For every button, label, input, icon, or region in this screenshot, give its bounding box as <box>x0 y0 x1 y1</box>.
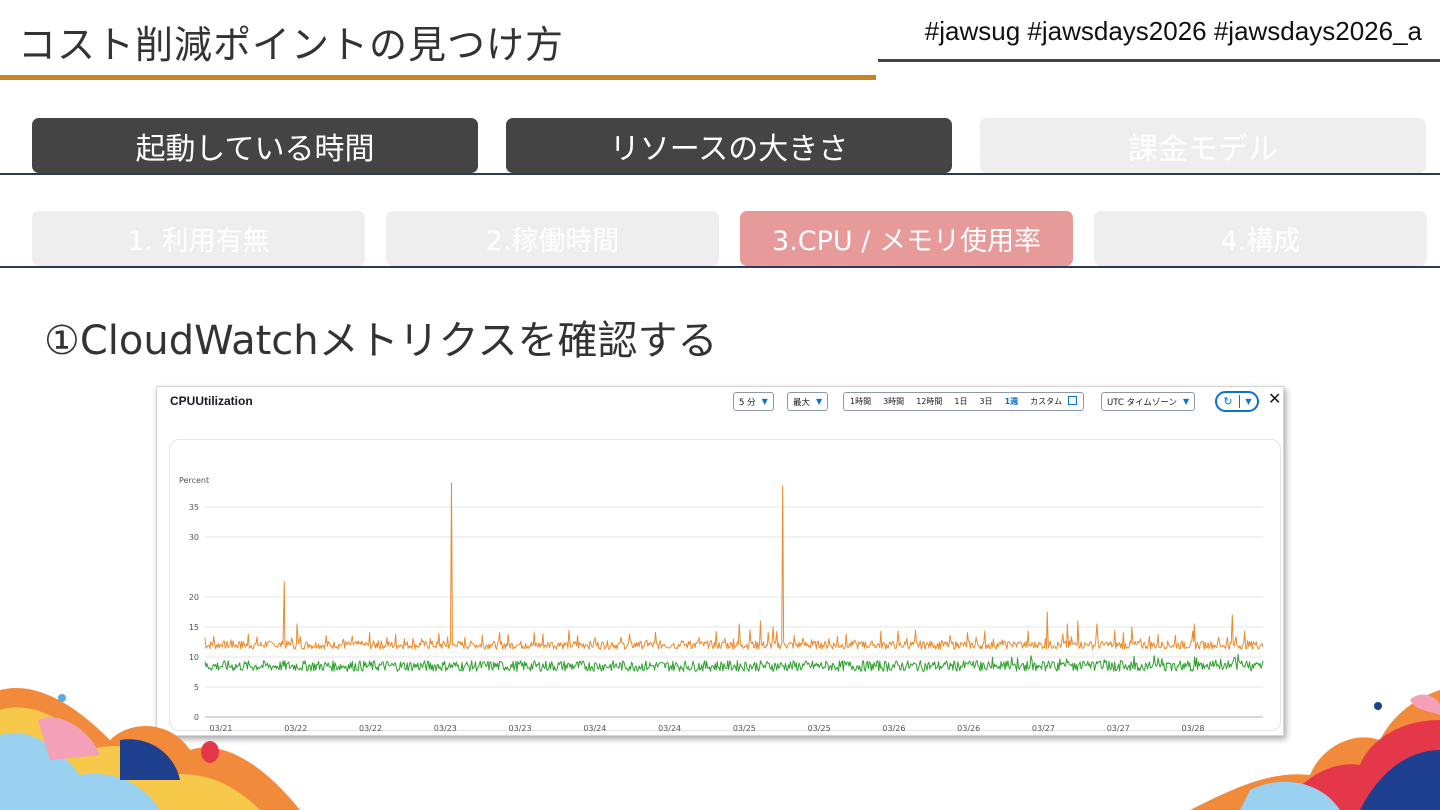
cpu-utilization-chart: 0 5 10 15 20 30 35 03/21 03/22 03/22 03/23 03/23 03/… <box>189 482 1264 733</box>
time-range-selector: 1時間 3時間 12時間 1日 3日 1週 カスタム <box>843 392 1085 411</box>
x-tick-label: 03/26 <box>957 724 980 733</box>
range-1h[interactable]: 1時間 <box>850 397 872 406</box>
y-axis-label: Percent <box>179 476 210 485</box>
x-tick-label: 03/23 <box>434 724 457 733</box>
chart-container <box>169 439 1281 731</box>
x-tick-label: 03/24 <box>583 724 606 733</box>
decorative-clouds-right <box>1190 690 1440 810</box>
timezone-value: UTC タイムゾーン <box>1107 397 1177 408</box>
x-tick-label: 03/25 <box>808 724 831 733</box>
calendar-icon[interactable] <box>1068 396 1083 407</box>
range-1w[interactable]: 1週 <box>1004 397 1019 406</box>
decorative-clouds-left <box>0 688 300 810</box>
y-tick-label: 10 <box>189 653 199 662</box>
y-tick-label: 35 <box>189 503 199 512</box>
hashtags: #jawsug #jawsdays2026 #jawsdays2026_a <box>924 16 1422 46</box>
subtab-runtime[interactable]: 2.稼働時間 <box>386 211 719 266</box>
refresh-options-icon[interactable]: ▼ <box>1245 397 1252 406</box>
y-tick-label: 20 <box>189 593 199 602</box>
custom-label: カスタム <box>1030 397 1063 406</box>
title-underline <box>0 75 876 80</box>
statistic-select[interactable]: 最大 ▼ <box>787 392 829 411</box>
y-tick-label: 15 <box>189 623 199 632</box>
tab-uptime[interactable]: 起動している時間 <box>32 118 478 173</box>
series-line-orange <box>204 482 1264 650</box>
close-icon[interactable]: ✕ <box>1268 389 1282 408</box>
range-3h[interactable]: 3時間 <box>883 397 905 406</box>
subtab-configuration[interactable]: 4.構成 <box>1094 211 1427 266</box>
slide-title: コスト削減ポイントの見つけ方 <box>18 23 565 67</box>
caret-down-icon: ▼ <box>1182 397 1190 406</box>
step-heading: ①CloudWatchメトリクスを確認する <box>44 318 718 364</box>
timezone-select[interactable]: UTC タイムゾーン ▼ <box>1101 392 1196 411</box>
period-value: 5 分 <box>739 397 756 408</box>
x-tick-label: 03/26 <box>882 724 905 733</box>
caret-down-icon: ▼ <box>761 397 768 406</box>
y-tick-label: 0 <box>194 713 199 722</box>
x-tick-label: 03/27 <box>1032 724 1055 733</box>
x-tick-label: 03/24 <box>658 724 681 733</box>
caret-down-icon: ▼ <box>816 397 823 406</box>
range-custom[interactable]: カスタム <box>1024 396 1068 407</box>
x-tick-label: 03/22 <box>359 724 382 733</box>
range-1d[interactable]: 1日 <box>954 397 968 406</box>
x-tick-label: 03/22 <box>284 724 307 733</box>
x-tick-label: 03/28 <box>1181 724 1204 733</box>
period-select[interactable]: 5 分 ▼ <box>733 392 774 411</box>
series-line-green <box>204 653 1264 672</box>
tab-resource-size[interactable]: リソースの大きさ <box>506 118 952 173</box>
x-tick-label: 03/27 <box>1107 724 1130 733</box>
y-tick-label: 30 <box>189 533 199 542</box>
hashtag-underline <box>878 59 1440 62</box>
cloudwatch-metric-panel: CPUUtilization 5 分 ▼ 最大 ▼ 1時間 3時間 12時間 1… <box>156 386 1284 736</box>
x-tick-label: 03/21 <box>209 724 232 733</box>
statistic-value: 最大 <box>793 397 811 408</box>
range-3d[interactable]: 3日 <box>979 397 993 406</box>
tab-billing-model[interactable]: 課金モデル <box>980 118 1426 173</box>
metric-title: CPUUtilization <box>170 394 253 408</box>
x-tick-label: 03/23 <box>509 724 532 733</box>
subtab-usage[interactable]: 1. 利用有無 <box>32 211 365 266</box>
category-divider <box>0 173 1440 175</box>
refresh-button[interactable]: ↻ ▼ <box>1215 391 1259 412</box>
refresh-icon[interactable]: ↻ <box>1217 395 1240 408</box>
x-tick-label: 03/25 <box>733 724 756 733</box>
subtab-divider <box>0 266 1440 268</box>
range-12h[interactable]: 12時間 <box>916 397 943 406</box>
y-tick-label: 5 <box>194 683 199 692</box>
subtab-cpu-memory[interactable]: 3.CPU / メモリ使用率 <box>740 211 1073 266</box>
